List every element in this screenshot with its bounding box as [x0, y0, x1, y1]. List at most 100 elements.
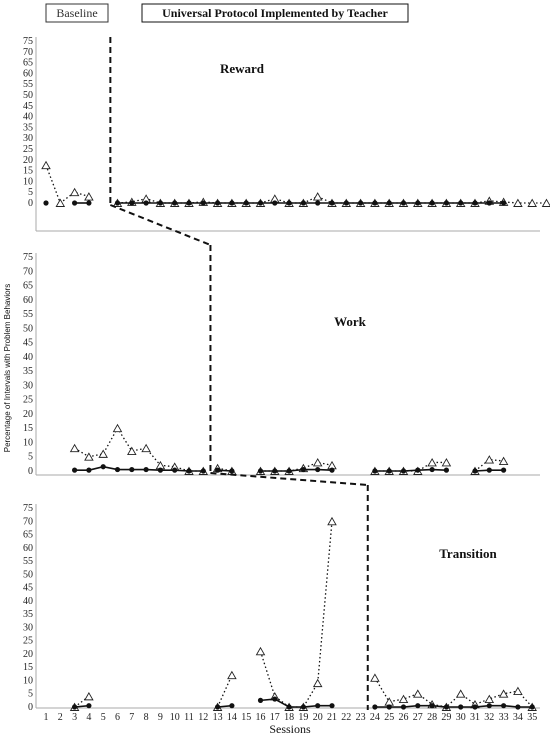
data-point: [286, 468, 292, 474]
series-line: [45, 164, 90, 205]
x-tick-labels: 1 2 3 4 5 6 7 8 9 10 11 12 13 14 15 16 17 18 19 20 21 22 23 24 2…: [44, 712, 538, 723]
data-point: [501, 703, 507, 709]
series-line: [74, 695, 90, 708]
y-tick-label: 60: [23, 68, 33, 79]
phase-change-lines: [109, 37, 369, 710]
panel-title: Reward: [220, 61, 265, 76]
y-tick-label: 70: [23, 266, 33, 277]
x-tick-label: 24: [370, 712, 380, 723]
data-point: [127, 446, 137, 455]
data-point: [315, 466, 321, 473]
data-point: [215, 200, 221, 206]
data-point: [86, 467, 92, 473]
data-point: [312, 458, 323, 467]
x-tick-label: 5: [101, 712, 106, 723]
x-tick-label: 12: [198, 712, 208, 723]
y-tick-label: 40: [23, 112, 33, 123]
data-point: [55, 198, 66, 207]
data-point: [386, 704, 392, 710]
y-tick-label: 75: [23, 252, 33, 263]
data-point: [129, 466, 135, 473]
x-tick-label: 30: [456, 712, 466, 723]
data-point: [400, 200, 407, 206]
x-tick-label: 3: [72, 712, 77, 723]
x-tick-label: 15: [241, 712, 251, 723]
x-tick-label: 31: [470, 712, 480, 723]
series-dotted-triangle: [41, 160, 550, 207]
data-point: [300, 200, 306, 206]
data-point: [229, 200, 235, 206]
y-tick-label: 15: [23, 166, 33, 177]
data-point: [486, 703, 492, 709]
data-point: [72, 200, 78, 206]
x-tick-label: 19: [298, 712, 308, 723]
data-point: [272, 468, 278, 474]
x-tick-label: 21: [327, 712, 337, 723]
data-point: [384, 697, 394, 706]
data-point: [429, 466, 435, 473]
x-tick-label: 16: [256, 712, 266, 723]
y-tick-label: 65: [23, 58, 33, 69]
series-solid-circle: [43, 200, 507, 206]
x-tick-label: 18: [284, 712, 294, 723]
data-point: [312, 192, 323, 201]
data-point: [472, 704, 478, 710]
data-point: [486, 200, 492, 206]
data-point: [372, 468, 378, 474]
y-tick-label: 70: [23, 47, 33, 58]
x-tick-label: 1: [44, 712, 49, 723]
y-tick-label: 55: [23, 556, 33, 567]
data-point: [358, 200, 364, 206]
intervention-label: Universal Protocol Implemented by Teache…: [162, 6, 388, 20]
data-point: [458, 704, 464, 710]
data-point: [86, 703, 92, 709]
data-point: [455, 689, 466, 698]
data-point: [498, 689, 509, 698]
data-point: [86, 200, 92, 206]
data-point: [527, 198, 537, 207]
data-point: [41, 160, 51, 170]
baseline-label: Baseline: [56, 6, 97, 20]
x-tick-label: 14: [227, 712, 237, 723]
data-point: [441, 458, 452, 467]
y-tick-label: 40: [23, 352, 33, 363]
x-tick-label: 13: [213, 712, 223, 723]
data-point: [486, 467, 492, 473]
data-point: [415, 467, 421, 473]
data-point: [400, 468, 407, 474]
data-point: [69, 443, 80, 453]
y-tick-label: 30: [23, 622, 33, 633]
series-line: [374, 704, 533, 708]
data-point: [515, 704, 521, 710]
x-tick-label: 8: [144, 712, 149, 723]
y-tick-label: 5: [28, 452, 33, 463]
data-point: [72, 704, 78, 710]
x-tick-label: 2: [58, 712, 63, 723]
y-tick-label: 70: [23, 516, 33, 527]
x-tick-label: 29: [441, 712, 451, 723]
y-tick-label: 20: [23, 649, 33, 660]
data-point: [229, 468, 235, 474]
data-point: [257, 697, 264, 703]
data-point: [100, 464, 106, 470]
data-point: [513, 686, 523, 696]
series-solid-circle: [72, 696, 535, 710]
y-tick-label: 10: [23, 437, 33, 448]
y-tick-label: 5: [28, 689, 33, 700]
y-axis-label: Percentage of Intervals with Problem Beh…: [3, 284, 12, 453]
x-tick-label: 11: [184, 712, 194, 723]
data-point: [372, 200, 378, 206]
data-point: [343, 200, 349, 206]
y-tick-label: 25: [23, 395, 33, 406]
series-line: [374, 468, 447, 472]
x-tick-label: 4: [86, 712, 91, 723]
data-point: [329, 703, 335, 709]
x-tick-label: 9: [158, 712, 163, 723]
baseline-label-box: [45, 3, 109, 23]
y-tick-label: 35: [23, 366, 33, 377]
data-point: [143, 466, 149, 473]
data-point: [501, 200, 507, 206]
x-tick-label: 10: [170, 712, 180, 723]
data-point: [272, 200, 278, 206]
